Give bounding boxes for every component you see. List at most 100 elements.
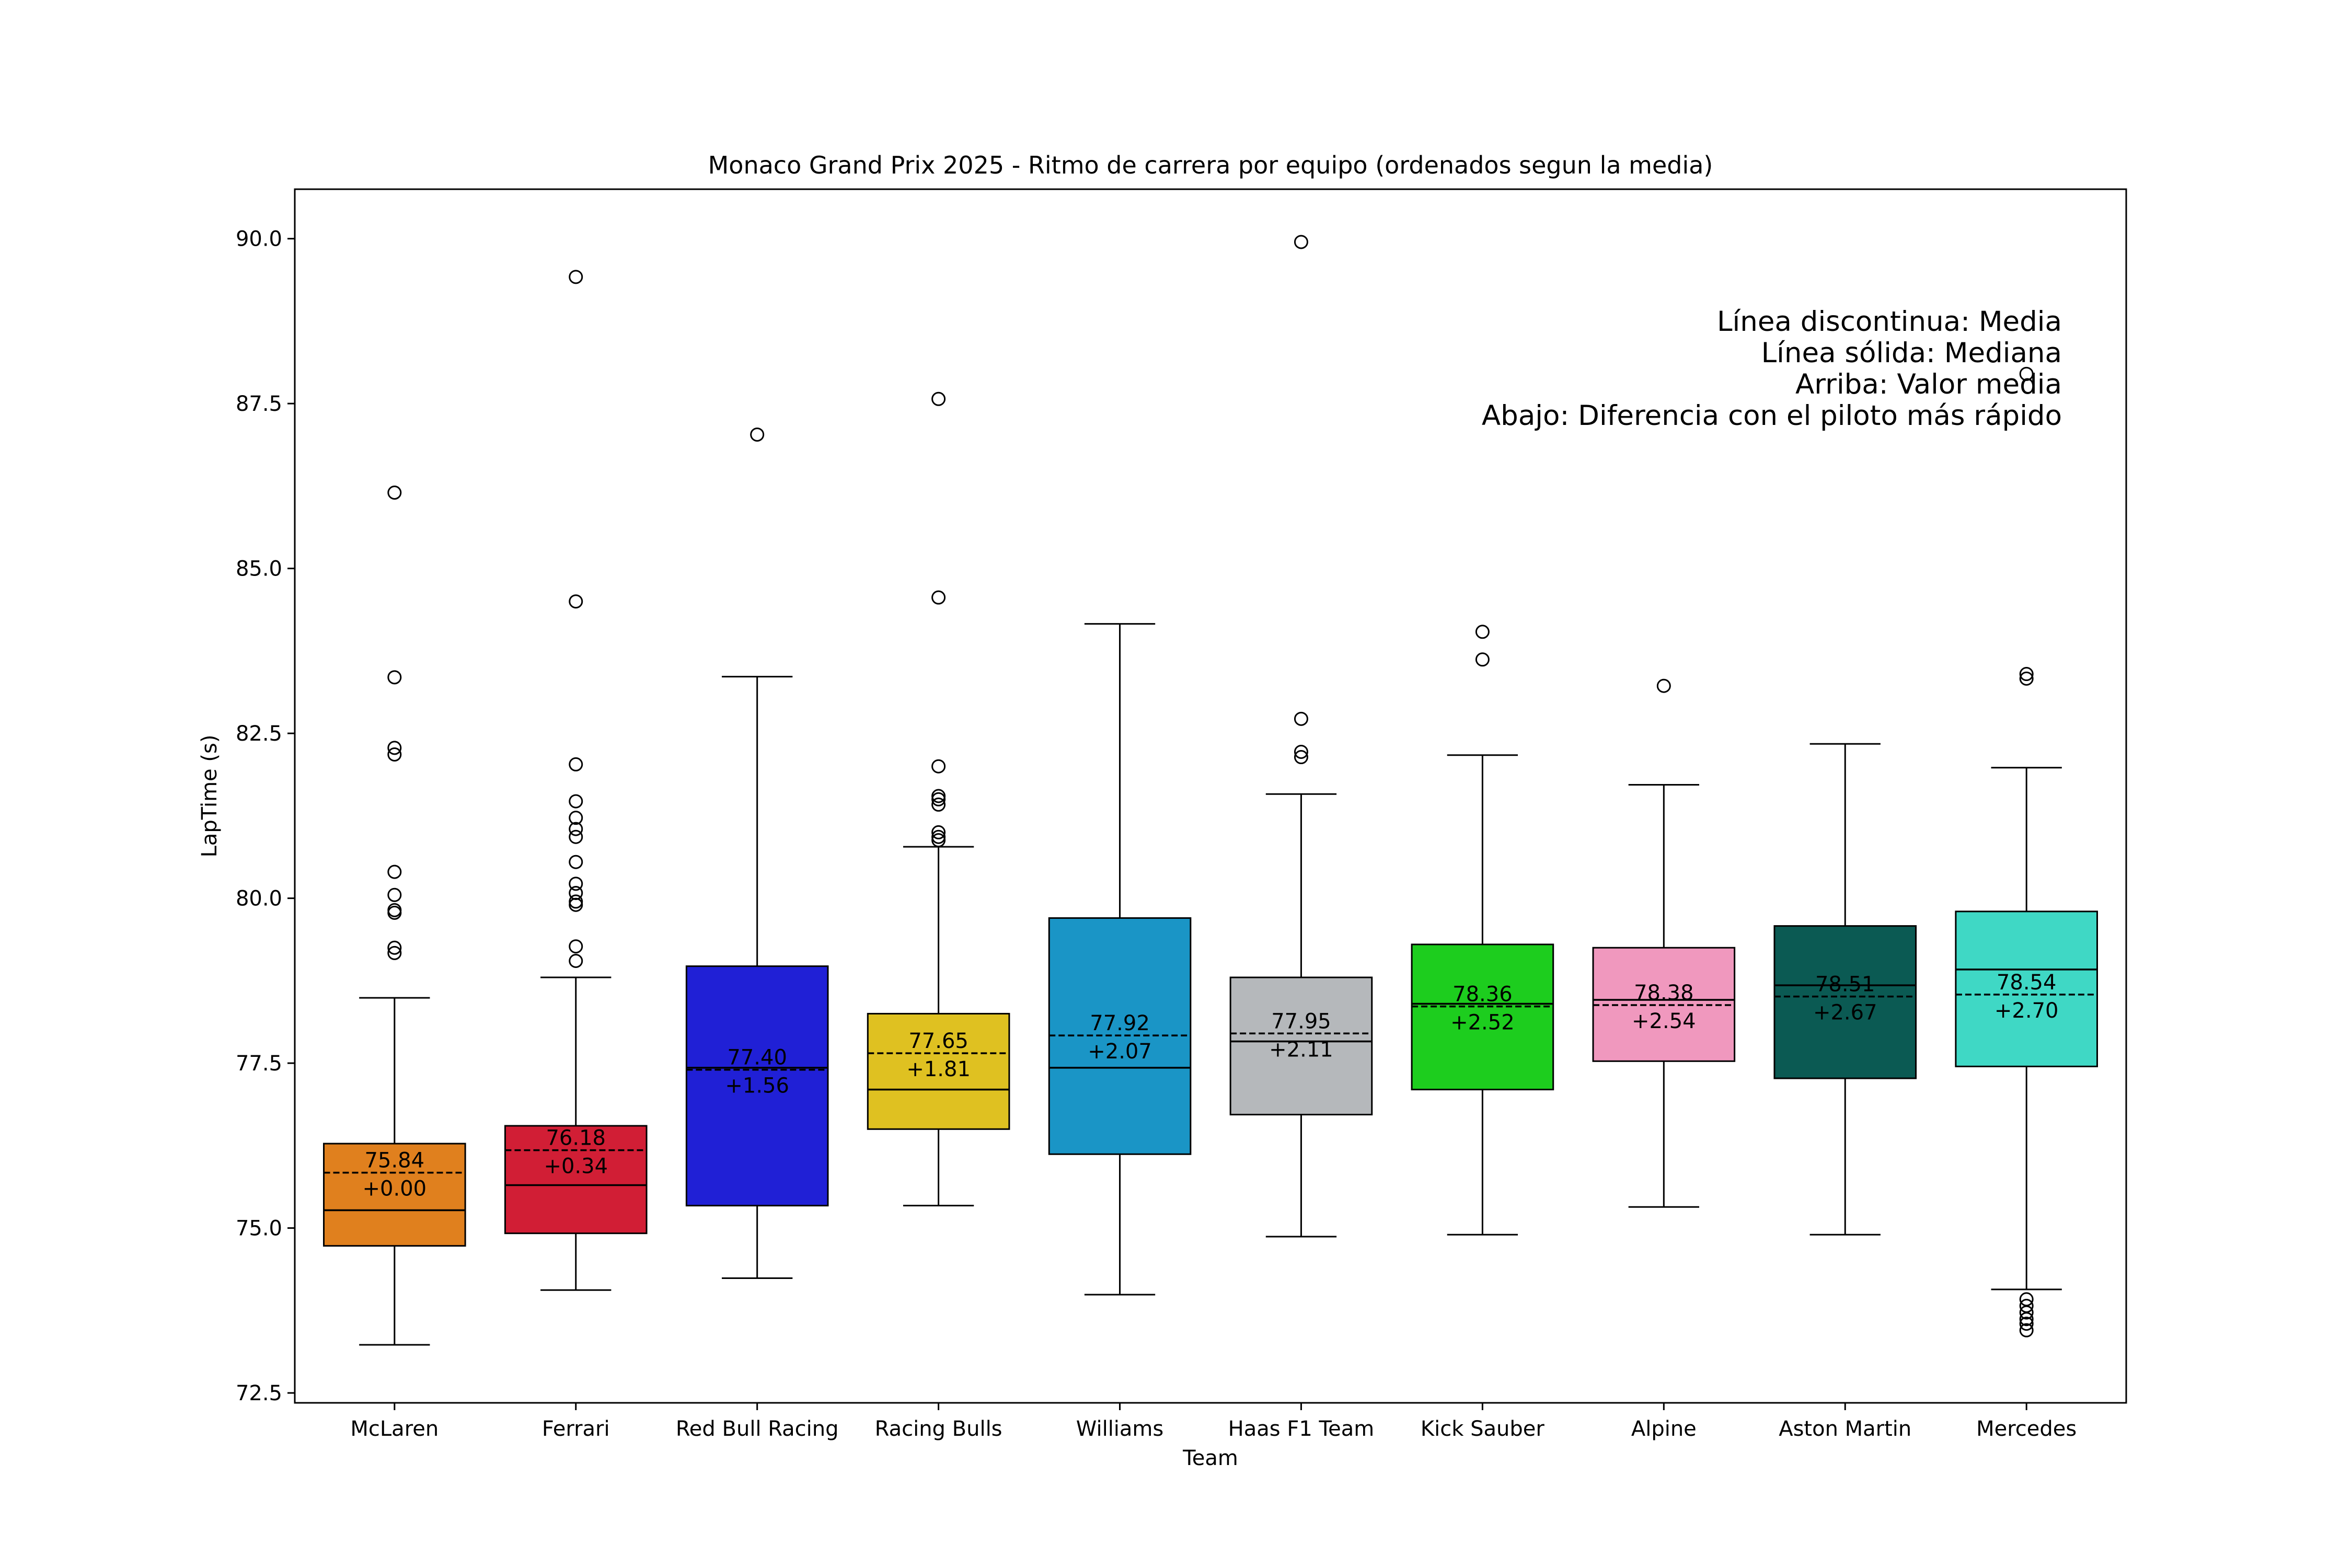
mean-value-label-kick-sauber: 78.36 bbox=[1452, 983, 1513, 1007]
outlier-mclaren-7 bbox=[387, 905, 402, 920]
x-tick-label-aston-martin: Aston Martin bbox=[1779, 1417, 1911, 1441]
outlier-ferrari-7 bbox=[569, 855, 583, 869]
iqr-box-red-bull-racing bbox=[685, 965, 829, 1207]
mean-value-label-mclaren: 75.84 bbox=[365, 1149, 425, 1173]
mean-value-label-aston-martin: 78.51 bbox=[1815, 973, 1875, 997]
outlier-racing-bulls-0 bbox=[931, 391, 946, 406]
legend-line-top-label: Arriba: Valor media bbox=[1795, 368, 2062, 400]
outlier-racing-bulls-3 bbox=[931, 789, 946, 803]
outlier-mercedes-2 bbox=[2019, 671, 2034, 686]
outlier-racing-bulls-6 bbox=[931, 825, 946, 839]
legend-note: Línea discontinua: Media Línea sólida: M… bbox=[1482, 306, 2062, 432]
axes-layer: McLaren Ferrari Red Bull Racing Racing Bull… bbox=[236, 227, 2077, 1441]
outlier-haas-f1-team-0 bbox=[1294, 235, 1308, 249]
legend-line-bottom-label: Abajo: Diferencia con el piloto más rápi… bbox=[1482, 400, 2062, 432]
delta-label-aston-martin: +2.67 bbox=[1813, 1001, 1877, 1025]
x-tick-label-kick-sauber: Kick Sauber bbox=[1421, 1417, 1544, 1441]
iqr-box-haas-f1-team bbox=[1229, 976, 1373, 1116]
legend-line-mean: Línea discontinua: Media bbox=[1717, 306, 2062, 338]
box-aston-martin bbox=[1773, 743, 1917, 1236]
outlier-mclaren-0 bbox=[387, 486, 402, 500]
delta-label-mclaren: +0.00 bbox=[363, 1177, 427, 1201]
outlier-haas-f1-team-3 bbox=[1294, 750, 1308, 765]
iqr-box-ferrari bbox=[504, 1125, 648, 1235]
outlier-mclaren-5 bbox=[387, 887, 402, 902]
outlier-alpine-0 bbox=[1656, 678, 1671, 693]
chart-title: Monaco Grand Prix 2025 - Ritmo de carrer… bbox=[708, 151, 1713, 179]
outlier-mclaren-3 bbox=[387, 747, 402, 762]
outlier-ferrari-5 bbox=[569, 822, 583, 836]
y-tick-label-1: 75.0 bbox=[236, 1217, 282, 1241]
delta-label-mercedes: +2.70 bbox=[1994, 999, 2059, 1023]
y-tick-label-5: 85.0 bbox=[236, 557, 282, 581]
delta-label-racing-bulls: +1.81 bbox=[906, 1057, 971, 1081]
outlier-mercedes-7 bbox=[2019, 1317, 2034, 1331]
box-labels-layer: 75.84 +0.00 76.18 +0.34 77.40 +1.56 77.65 +1.81… bbox=[363, 971, 2059, 1201]
outlier-mercedes-8 bbox=[2019, 1323, 2034, 1338]
outlier-ferrari-0 bbox=[569, 270, 583, 284]
outlier-haas-f1-team-1 bbox=[1294, 711, 1308, 726]
mean-value-label-mercedes: 78.54 bbox=[1997, 971, 2057, 995]
outlier-ferrari-12 bbox=[569, 939, 583, 954]
y-tick-label-2: 77.5 bbox=[236, 1052, 282, 1076]
iqr-box-racing-bulls bbox=[867, 1012, 1010, 1130]
x-tick-label-racing-bulls: Racing Bulls bbox=[875, 1417, 1002, 1441]
box-alpine bbox=[1592, 678, 1736, 1208]
box-red-bull-racing bbox=[685, 427, 829, 1279]
mean-value-label-williams: 77.92 bbox=[1090, 1011, 1150, 1035]
plot-frame bbox=[294, 188, 2127, 1404]
y-tick-label-0: 72.5 bbox=[236, 1381, 282, 1405]
outlier-ferrari-6 bbox=[569, 829, 583, 844]
delta-label-alpine: +2.54 bbox=[1632, 1009, 1696, 1033]
y-tick-label-3: 80.0 bbox=[236, 887, 282, 911]
iqr-box-mclaren bbox=[323, 1143, 466, 1247]
outlier-racing-bulls-1 bbox=[931, 590, 946, 605]
outlier-racing-bulls-8 bbox=[931, 833, 946, 848]
mean-value-label-ferrari: 76.18 bbox=[546, 1126, 606, 1150]
outlier-kick-sauber-1 bbox=[1475, 652, 1490, 667]
outlier-ferrari-11 bbox=[569, 897, 583, 912]
x-tick-label-williams: Williams bbox=[1076, 1417, 1163, 1441]
outlier-ferrari-1 bbox=[569, 594, 583, 609]
delta-label-red-bull-racing: +1.56 bbox=[725, 1074, 789, 1098]
y-tick-label-7: 90.0 bbox=[236, 227, 282, 251]
y-tick-label-4: 82.5 bbox=[236, 722, 282, 746]
box-haas-f1-team bbox=[1229, 235, 1373, 1238]
x-tick-label-alpine: Alpine bbox=[1631, 1417, 1697, 1441]
outlier-kick-sauber-0 bbox=[1475, 625, 1490, 639]
mean-value-label-racing-bulls: 77.65 bbox=[908, 1029, 969, 1053]
outlier-mercedes-1 bbox=[2019, 667, 2034, 682]
outlier-racing-bulls-2 bbox=[931, 759, 946, 774]
iqr-box-mercedes bbox=[1955, 910, 2098, 1067]
box-ferrari bbox=[504, 270, 648, 1291]
outlier-ferrari-13 bbox=[569, 953, 583, 968]
outlier-racing-bulls-7 bbox=[931, 829, 946, 844]
outlier-mclaren-1 bbox=[387, 670, 402, 685]
legend-line-median: Línea sólida: Mediana bbox=[1761, 337, 2062, 369]
x-tick-label-mclaren: McLaren bbox=[350, 1417, 439, 1441]
mean-value-label-alpine: 78.38 bbox=[1634, 981, 1694, 1005]
outlier-ferrari-3 bbox=[569, 794, 583, 809]
outlier-mclaren-8 bbox=[387, 940, 402, 955]
outlier-racing-bulls-5 bbox=[931, 797, 946, 812]
outlier-mercedes-5 bbox=[2019, 1305, 2034, 1320]
outlier-mercedes-6 bbox=[2019, 1312, 2034, 1327]
delta-label-ferrari: +0.34 bbox=[544, 1155, 608, 1179]
outlier-red-bull-racing-0 bbox=[750, 427, 765, 442]
delta-label-haas-f1-team: +2.11 bbox=[1269, 1037, 1333, 1062]
outlier-haas-f1-team-2 bbox=[1294, 744, 1308, 759]
box-kick-sauber bbox=[1411, 625, 1554, 1236]
x-tick-label-ferrari: Ferrari bbox=[542, 1417, 610, 1441]
outlier-ferrari-2 bbox=[569, 757, 583, 771]
outlier-ferrari-10 bbox=[569, 894, 583, 909]
box-mclaren bbox=[323, 486, 466, 1346]
delta-label-williams: +2.07 bbox=[1088, 1040, 1152, 1064]
x-tick-label-haas-f1-team: Haas F1 Team bbox=[1228, 1417, 1375, 1441]
iqr-box-aston-martin bbox=[1773, 925, 1917, 1079]
x-tick-label-mercedes: Mercedes bbox=[1976, 1417, 2077, 1441]
iqr-box-kick-sauber bbox=[1411, 943, 1554, 1091]
y-axis-label: LapTime (s) bbox=[198, 735, 222, 858]
outlier-mercedes-0 bbox=[2019, 366, 2034, 381]
